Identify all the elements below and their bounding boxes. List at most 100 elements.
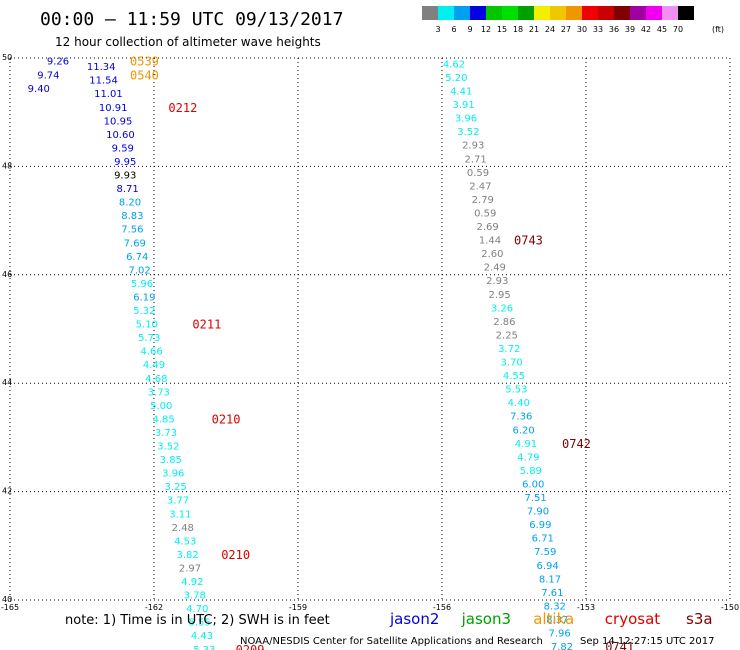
wave-height-value: 7.69: [124, 238, 146, 249]
wave-height-value: 5.89: [520, 466, 542, 477]
wave-height-value: 4.40: [508, 398, 530, 409]
y-tick-label: 40: [2, 595, 12, 604]
wave-height-value: 2.60: [481, 249, 503, 260]
footer-note: note: 1) Time is in UTC; 2) SWH is in fe…: [65, 613, 330, 628]
y-tick-label: 42: [2, 487, 12, 496]
wave-height-value: 8.20: [119, 198, 141, 209]
x-tick-label: -159: [289, 603, 307, 612]
colorbar-label: 6: [451, 25, 456, 34]
wave-height-value: 2.47: [469, 181, 491, 192]
colorbar-swatch: [422, 6, 438, 20]
colorbar-label: 33: [593, 25, 603, 34]
colorbar-swatch: [582, 6, 598, 20]
pass-label: 0210: [212, 412, 241, 426]
x-tick-label: -156: [433, 603, 451, 612]
wave-height-value: 9.74: [37, 70, 59, 81]
wave-height-value: 3.96: [162, 469, 184, 480]
plot-grid: [9, 57, 731, 601]
legend-entry: jason2: [389, 610, 439, 628]
x-axis-ticks: -165 -162 -159 -156 -153 -150: [1, 603, 739, 612]
wave-height-value: 3.85: [160, 455, 182, 466]
wave-height-value: 2.25: [496, 330, 518, 341]
wave-height-value: 4.85: [152, 414, 174, 425]
wave-height-value: 4.91: [515, 439, 537, 450]
chart-title: 00:00 – 11:59 UTC 09/13/2017: [40, 9, 343, 30]
wave-height-value: 5.32: [133, 306, 155, 317]
wave-height-value: 7.51: [524, 493, 546, 504]
wave-height-value: 2.86: [493, 317, 515, 328]
wave-height-value: 4.70: [186, 604, 208, 615]
wave-height-value: 4.41: [450, 87, 472, 98]
wave-height-value: 6.74: [126, 252, 148, 263]
wave-height-value: 9.26: [47, 57, 69, 68]
wave-height-value: 3.96: [455, 114, 477, 125]
wave-height-value: 6.00: [522, 479, 544, 490]
wave-height-value: 3.70: [500, 358, 522, 369]
wave-height-value: 5.10: [136, 320, 158, 331]
wave-height-value: 3.73: [148, 387, 170, 398]
colorbar-label: 42: [641, 25, 651, 34]
colorbar-swatch: [630, 6, 646, 20]
wave-height-value: 11.01: [94, 89, 123, 100]
footer-timestamp: Sep 14 12:27:15 UTC 2017: [580, 636, 714, 647]
x-tick-label: -162: [145, 603, 163, 612]
wave-height-value: 6.19: [133, 292, 155, 303]
wave-height-value: 2.49: [484, 263, 506, 274]
wave-height-value: 3.11: [169, 509, 191, 520]
wave-height-points: 9.26 9.74 9.40 11.34 11.54 11.01 10.91 10.95 10.…: [28, 57, 573, 650]
colorbar-swatch: [550, 6, 566, 20]
colorbar-swatch: [454, 6, 470, 20]
colorbar-swatch: [470, 6, 486, 20]
colorbar-swatch: [438, 6, 454, 20]
colorbar-swatch: [646, 6, 662, 20]
wave-height-value: 3.78: [184, 591, 206, 602]
pass-label: 0743: [514, 234, 543, 248]
wave-height-value: 2.69: [476, 222, 498, 233]
chart-subtitle: 12 hour collection of altimeter wave hei…: [55, 35, 321, 49]
wave-height-value: 10.60: [106, 130, 135, 141]
wave-height-value: 5.20: [445, 73, 467, 84]
colorbar-label: 3: [435, 25, 440, 34]
wave-height-value: 2.48: [172, 523, 194, 534]
pass-label: 0741: [605, 640, 634, 650]
wave-height-value: 3.77: [167, 496, 189, 507]
colorbar-label: 27: [561, 25, 571, 34]
wave-height-value: 6.71: [532, 534, 554, 545]
colorbar-label: 18: [513, 25, 523, 34]
wave-height-value: 5.55: [188, 618, 210, 629]
colorbar-label: 45: [657, 25, 667, 34]
y-tick-label: 48: [2, 161, 12, 170]
wave-height-value: 3.25: [164, 482, 186, 493]
colorbar-swatch: [566, 6, 582, 20]
wave-height-value: 3.26: [491, 303, 513, 314]
wave-height-value: 9.95: [114, 157, 136, 168]
wave-height-value: 11.54: [89, 76, 118, 87]
pass-label: 0209: [236, 643, 265, 650]
wave-height-value: 3.52: [157, 442, 179, 453]
wave-height-value: 4.68: [145, 374, 167, 385]
wave-height-value: 8.32: [544, 601, 566, 612]
x-tick-label: -150: [721, 603, 739, 612]
wave-height-value: 4.79: [517, 452, 539, 463]
wave-height-value: 4.62: [443, 59, 465, 70]
wave-height-value: 3.73: [155, 428, 177, 439]
wave-height-value: 5.96: [131, 279, 153, 290]
colorbar-swatch: [518, 6, 534, 20]
colorbar-unit: (ft): [712, 25, 724, 34]
x-tick-label: -153: [577, 603, 595, 612]
colorbar-label: 70: [673, 25, 683, 34]
wave-height-value: 11.34: [87, 62, 116, 73]
colorbar-swatch: [502, 6, 518, 20]
colorbar-label: 9: [467, 25, 472, 34]
wave-height-value: 5.33: [193, 645, 215, 650]
wave-height-value: 9.40: [28, 84, 50, 95]
y-tick-label: 50: [2, 53, 12, 62]
wave-height-value: 2.93: [486, 276, 508, 287]
wave-height-value: 0.59: [474, 208, 496, 219]
wave-height-value: 8.37: [546, 615, 568, 626]
satellite-legend: jason2 jason3 altika cryosat s3a: [389, 610, 713, 628]
wave-height-value: 4.43: [191, 631, 213, 642]
wave-height-value: 7.82: [551, 642, 573, 650]
